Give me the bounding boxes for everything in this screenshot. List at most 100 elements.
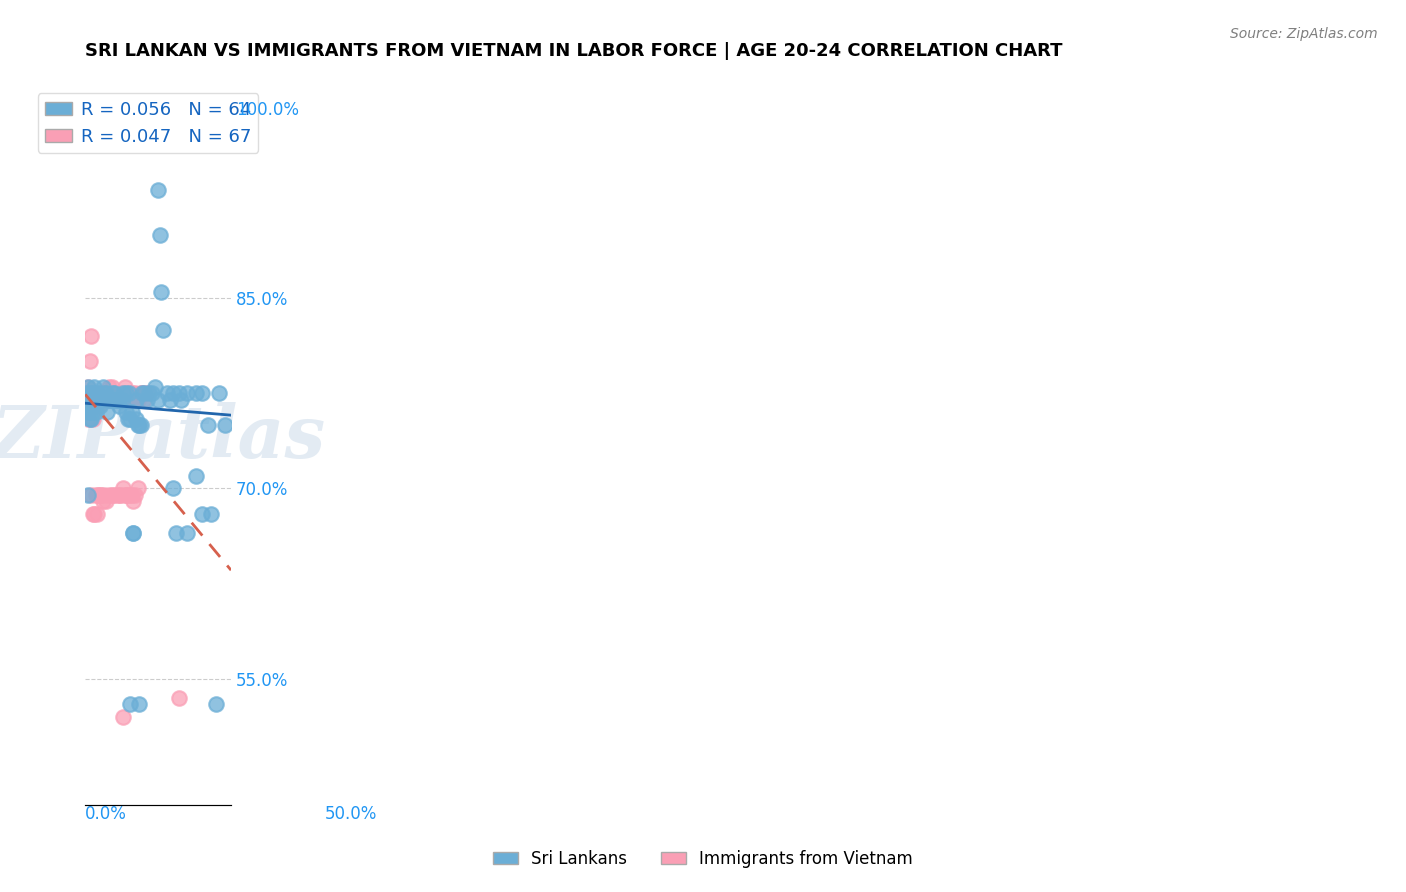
Point [104, 392, 127, 407]
Point [94, 392, 117, 407]
Point [208, 386, 231, 401]
Point [93, 386, 115, 401]
Point [176, 386, 198, 401]
Point [121, 405, 143, 419]
Point [80, 411, 103, 425]
Point [176, 525, 198, 540]
Point [79, 411, 101, 425]
Point [120, 392, 142, 407]
Point [117, 392, 139, 407]
Point [94, 386, 117, 401]
Point [77, 405, 100, 419]
Point [112, 709, 135, 723]
Point [83, 386, 105, 401]
Point [77, 488, 100, 502]
Point [87, 392, 110, 407]
Point [97, 380, 120, 394]
Point [105, 488, 128, 502]
Point [127, 481, 149, 495]
Point [122, 525, 145, 540]
Point [91, 386, 114, 401]
Point [125, 411, 148, 425]
Point [93, 488, 115, 502]
Point [120, 697, 142, 711]
Point [117, 488, 139, 502]
Point [100, 392, 122, 407]
Point [122, 494, 145, 508]
Point [89, 386, 111, 401]
Point [97, 392, 120, 407]
Point [86, 386, 108, 401]
Point [82, 507, 104, 521]
Point [162, 481, 184, 495]
Point [128, 417, 150, 432]
Point [84, 386, 107, 401]
Point [132, 386, 155, 401]
Point [170, 392, 193, 407]
Point [156, 386, 179, 401]
Point [83, 507, 105, 521]
Point [112, 386, 135, 401]
Point [124, 386, 146, 401]
Point [86, 392, 108, 407]
Point [77, 405, 100, 419]
Point [131, 386, 153, 401]
Point [110, 392, 132, 407]
Point [79, 386, 101, 401]
Point [214, 417, 236, 432]
Point [124, 488, 146, 502]
Point [83, 380, 105, 394]
Point [80, 386, 103, 401]
Point [200, 101, 222, 115]
Point [112, 386, 135, 401]
Point [146, 183, 169, 197]
Point [200, 507, 222, 521]
Point [110, 488, 132, 502]
Point [98, 386, 121, 401]
Point [114, 380, 136, 394]
Point [135, 392, 157, 407]
Point [132, 392, 155, 407]
Point [197, 417, 219, 432]
Point [90, 488, 112, 502]
Point [121, 488, 143, 502]
Point [103, 392, 125, 407]
Point [100, 380, 122, 394]
Point [110, 488, 132, 502]
Point [98, 392, 121, 407]
Point [111, 392, 134, 407]
Point [87, 399, 110, 413]
Point [76, 399, 98, 413]
Point [114, 488, 136, 502]
Point [118, 386, 141, 401]
Point [84, 405, 107, 419]
Legend: Sri Lankans, Immigrants from Vietnam: Sri Lankans, Immigrants from Vietnam [486, 844, 920, 875]
Point [118, 386, 141, 401]
Point [80, 392, 103, 407]
Point [76, 386, 98, 401]
Point [101, 386, 124, 401]
Point [162, 386, 184, 401]
Point [135, 386, 157, 401]
Text: ZIPatlas: ZIPatlas [0, 402, 325, 473]
Point [96, 405, 118, 419]
Point [115, 386, 138, 401]
Point [80, 101, 103, 115]
Legend: R = 0.056   N = 64, R = 0.047   N = 67: R = 0.056 N = 64, R = 0.047 N = 67 [38, 94, 259, 153]
Point [120, 488, 142, 502]
Point [191, 386, 214, 401]
Point [82, 405, 104, 419]
Point [87, 488, 110, 502]
Point [93, 386, 115, 401]
Point [79, 354, 101, 368]
Point [127, 392, 149, 407]
Point [184, 468, 207, 483]
Point [89, 399, 111, 413]
Point [82, 101, 104, 115]
Point [101, 386, 124, 401]
Point [94, 494, 117, 508]
Point [80, 399, 103, 413]
Point [138, 386, 160, 401]
Point [152, 323, 174, 337]
Point [150, 285, 173, 299]
